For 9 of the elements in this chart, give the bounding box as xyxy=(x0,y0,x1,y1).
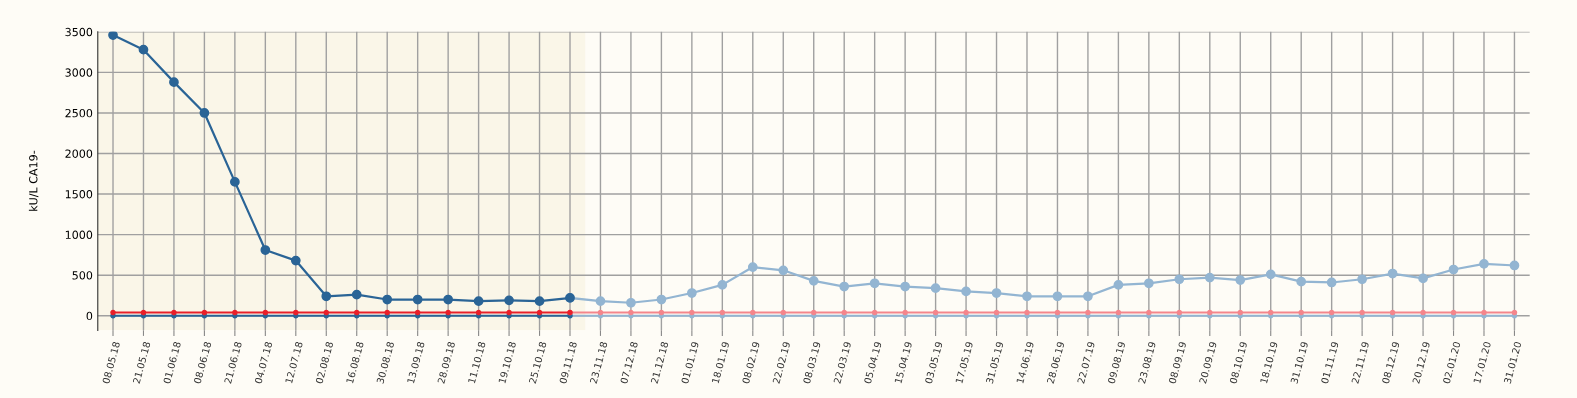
y-tick-label: 3500 xyxy=(65,27,93,37)
y-axis-title: kU/L CA19- xyxy=(28,150,39,211)
y-tick-label: 500 xyxy=(72,271,93,280)
y-tick-label: 2500 xyxy=(65,108,93,118)
y-tick-label: 3000 xyxy=(65,68,93,77)
y-tick-label: 1000 xyxy=(65,230,93,239)
y-tick-label: 0 xyxy=(86,311,93,321)
y-tick-label: 2000 xyxy=(65,149,93,158)
y-tick-label: 1500 xyxy=(65,190,93,199)
